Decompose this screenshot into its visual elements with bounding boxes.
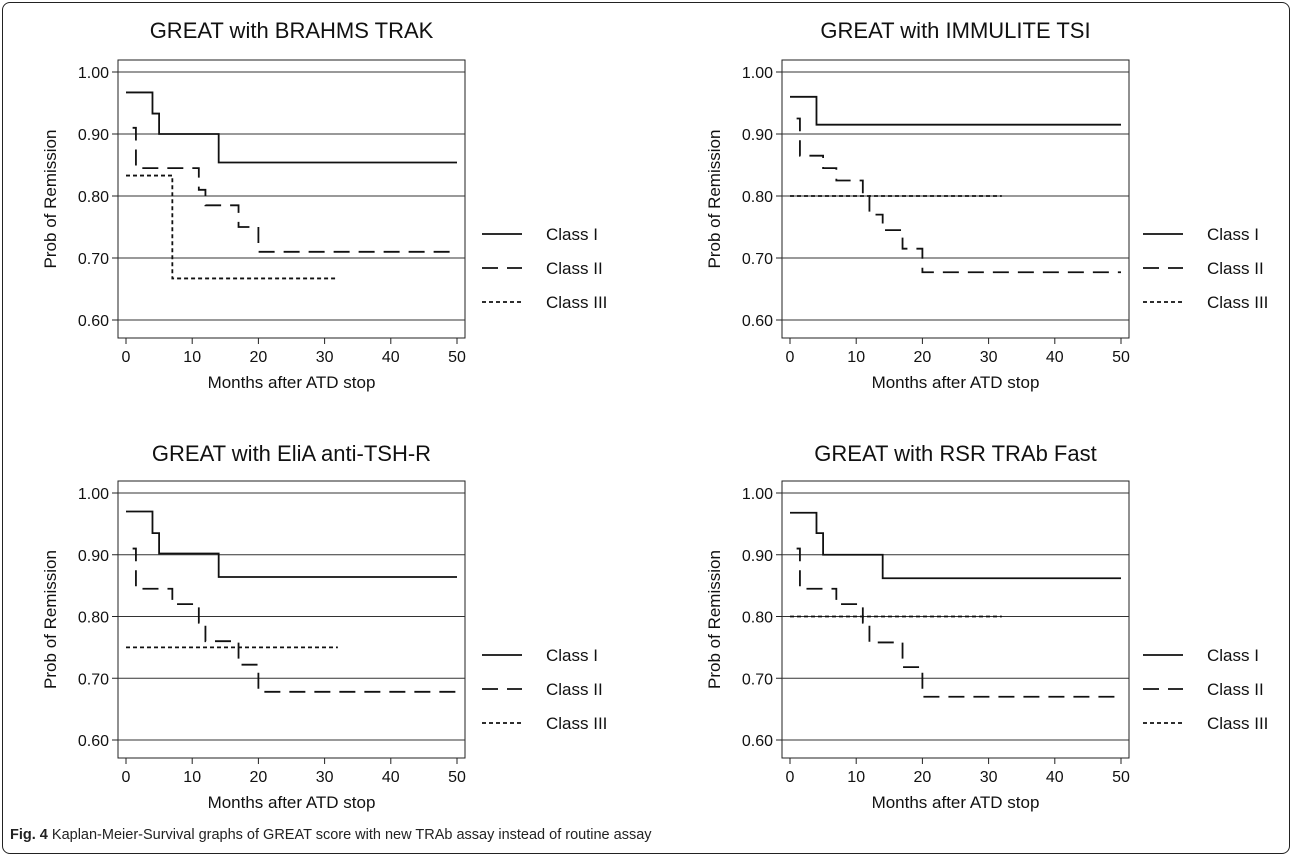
legend-label: Class II <box>546 259 603 278</box>
x-tick-label: 50 <box>1112 769 1130 786</box>
x-tick-label: 20 <box>250 349 268 366</box>
series-line-class-i <box>126 91 457 164</box>
series-line-class-ii <box>132 547 457 693</box>
y-axis-label: Prob of Remission <box>705 130 724 269</box>
x-tick-label: 10 <box>183 769 201 786</box>
x-tick-label: 0 <box>786 349 795 366</box>
y-tick-label: 0.70 <box>742 671 773 688</box>
y-tick-label: 0.80 <box>742 189 773 206</box>
x-tick-label: 20 <box>914 769 932 786</box>
y-tick-label: 0.80 <box>78 189 109 206</box>
series-line-class-i <box>126 510 457 578</box>
legend-label: Class II <box>1207 680 1264 699</box>
chart-title: GREAT with EliA anti-TSH-R <box>152 441 431 466</box>
x-tick-label: 40 <box>382 769 400 786</box>
chart-panel-1: GREAT with BRAHMS TRAK 0.60 0.70 0.80 0.90 1.… <box>41 18 607 392</box>
y-tick-label: 0.90 <box>78 548 109 565</box>
legend-label: Class III <box>1207 714 1268 733</box>
chart-title: GREAT with RSR TRAb Fast <box>814 441 1096 466</box>
caption-text: Kaplan-Meier-Survival graphs of GREAT sc… <box>51 827 652 843</box>
plot-frame <box>781 59 1130 339</box>
y-tick-label: 1.00 <box>78 65 109 82</box>
x-axis-label: Months after ATD stop <box>208 373 376 392</box>
x-tick-label: 0 <box>786 769 795 786</box>
y-tick-label: 0.60 <box>78 733 109 750</box>
legend-label: Class II <box>1207 259 1264 278</box>
x-tick-label: 40 <box>382 349 400 366</box>
legend-label: Class I <box>546 646 598 665</box>
y-tick-label: 0.60 <box>742 733 773 750</box>
chart-panel-2: GREAT with IMMULITE TSI 0.60 0.70 0.80 0.90 1… <box>705 18 1268 392</box>
y-tick-label: 1.00 <box>78 486 109 503</box>
x-tick-label: 0 <box>122 769 131 786</box>
y-tick-label: 1.00 <box>742 65 773 82</box>
y-tick-label: 0.70 <box>742 251 773 268</box>
legend-label: Class I <box>1207 646 1259 665</box>
series-line-class-ii <box>796 547 1121 698</box>
x-tick-label: 30 <box>316 349 334 366</box>
plot-frame <box>117 480 466 759</box>
x-tick-label: 30 <box>980 349 998 366</box>
legend-label: Class I <box>546 225 598 244</box>
y-tick-label: 0.80 <box>78 610 109 627</box>
legend-label: Class III <box>546 714 607 733</box>
plot-frame <box>117 59 466 339</box>
x-tick-label: 20 <box>250 769 268 786</box>
x-tick-label: 40 <box>1046 349 1064 366</box>
x-tick-label: 50 <box>448 769 466 786</box>
series-line-class-ii <box>796 117 1121 274</box>
x-tick-label: 10 <box>847 769 865 786</box>
series-line-class-i <box>790 95 1121 126</box>
chart-title: GREAT with IMMULITE TSI <box>820 18 1090 43</box>
y-tick-label: 0.90 <box>78 127 109 144</box>
y-axis-label: Prob of Remission <box>41 550 60 689</box>
chart-panel-4: GREAT with RSR TRAb Fast 0.60 0.70 0.80 0.90… <box>705 441 1268 812</box>
y-tick-label: 0.90 <box>742 127 773 144</box>
x-axis-label: Months after ATD stop <box>872 793 1040 812</box>
series-line-class-i <box>790 511 1121 580</box>
y-tick-label: 0.60 <box>78 313 109 330</box>
x-axis-label: Months after ATD stop <box>208 793 376 812</box>
y-tick-label: 0.80 <box>742 610 773 627</box>
chart-title: GREAT with BRAHMS TRAK <box>150 18 434 43</box>
legend-label: Class I <box>1207 225 1259 244</box>
chart-panel-3: GREAT with EliA anti-TSH-R 0.60 0.70 0.80 0.… <box>41 441 607 812</box>
x-tick-label: 30 <box>316 769 334 786</box>
series-line-class-iii <box>126 174 338 280</box>
x-tick-label: 10 <box>847 349 865 366</box>
x-tick-label: 20 <box>914 349 932 366</box>
x-tick-label: 30 <box>980 769 998 786</box>
y-tick-label: 0.90 <box>742 548 773 565</box>
legend-label: Class III <box>546 293 607 312</box>
caption-label: Fig. 4 <box>10 827 48 843</box>
x-axis-label: Months after ATD stop <box>872 373 1040 392</box>
figure-caption: Fig. 4 Kaplan-Meier-Survival graphs of G… <box>10 827 652 843</box>
x-tick-label: 50 <box>448 349 466 366</box>
y-tick-label: 0.60 <box>742 313 773 330</box>
x-tick-label: 40 <box>1046 769 1064 786</box>
x-tick-label: 0 <box>122 349 131 366</box>
y-tick-label: 0.70 <box>78 671 109 688</box>
x-tick-label: 10 <box>183 349 201 366</box>
plot-frame <box>781 480 1130 759</box>
series-line-class-ii <box>132 126 457 253</box>
legend-label: Class III <box>1207 293 1268 312</box>
legend-label: Class II <box>546 680 603 699</box>
y-tick-label: 1.00 <box>742 486 773 503</box>
y-axis-label: Prob of Remission <box>41 130 60 269</box>
y-axis-label: Prob of Remission <box>705 550 724 689</box>
x-tick-label: 50 <box>1112 349 1130 366</box>
y-tick-label: 0.70 <box>78 251 109 268</box>
